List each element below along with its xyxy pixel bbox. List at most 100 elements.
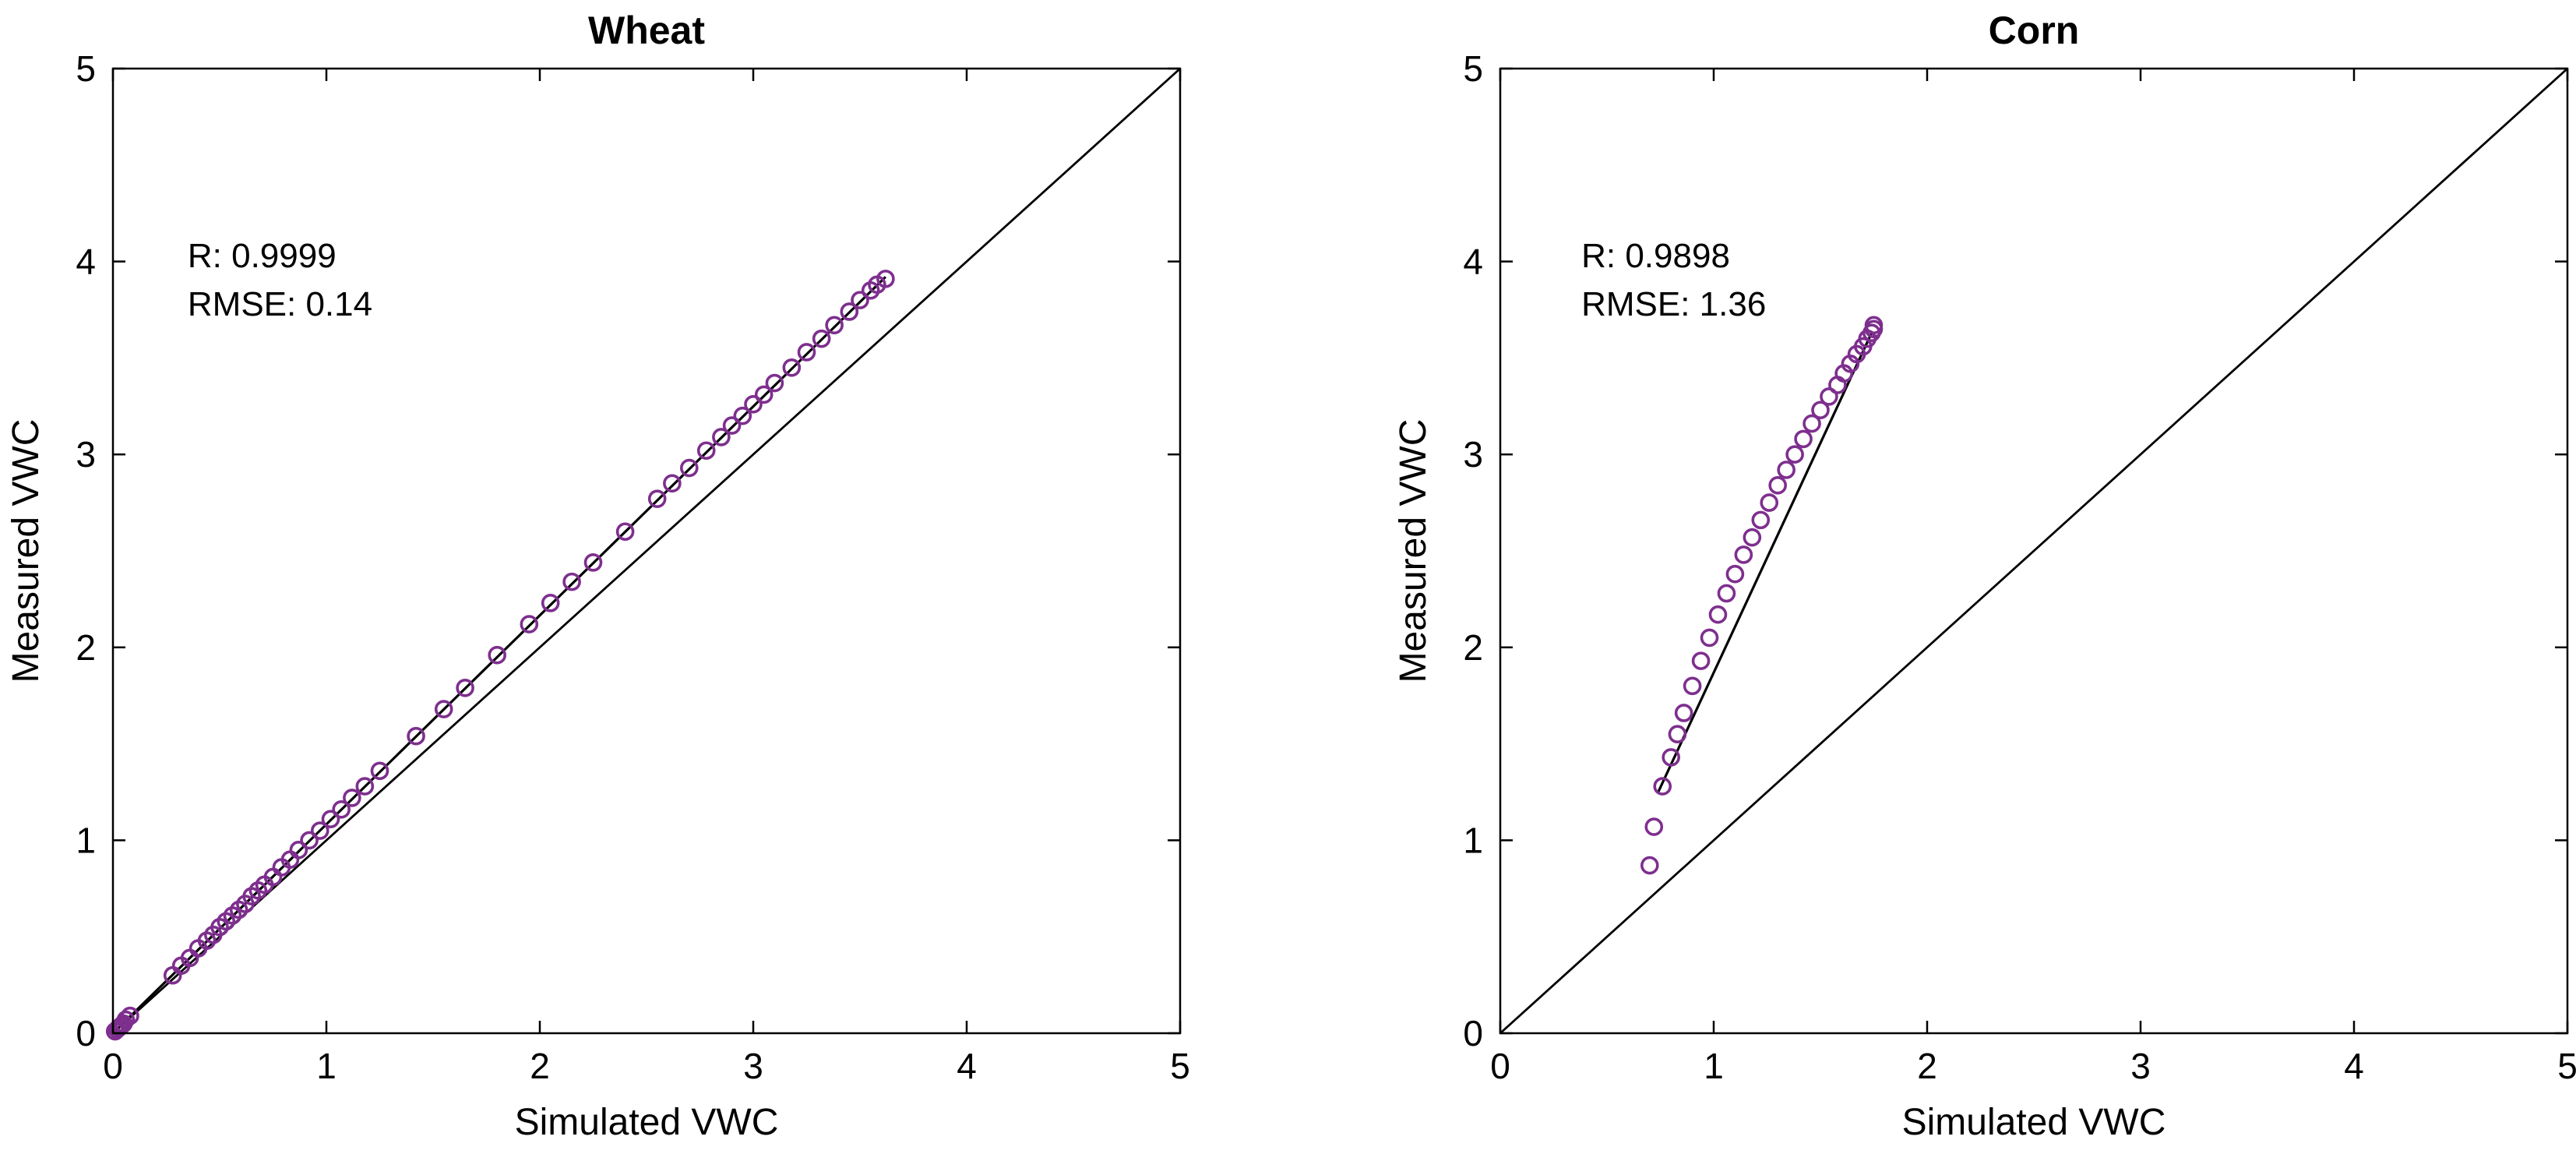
scatter-marker <box>1653 777 1672 796</box>
scatter-marker <box>765 373 784 393</box>
x-tick-label: 4 <box>2344 1046 2364 1086</box>
scatter-marker <box>754 385 774 404</box>
y-tick-label: 2 <box>76 627 96 668</box>
scatter-marker <box>1864 316 1884 335</box>
x-tick-label: 3 <box>743 1046 763 1086</box>
corn-scatter-chart: 0 1 2 3 4 5 0 1 2 3 4 5 Corn Simulated VWC Measured VW… <box>1393 9 2576 1143</box>
scatter-marker <box>1668 725 1687 744</box>
scatter-marker <box>541 594 560 612</box>
scatter-marker <box>434 700 453 718</box>
y-tick-label: 4 <box>76 242 96 282</box>
scatter-marker <box>520 615 539 633</box>
scatter-marker <box>116 1010 136 1029</box>
scatter-marker <box>663 474 682 493</box>
y-tick-label: 0 <box>1463 1013 1483 1053</box>
y-tick-label: 3 <box>76 434 96 475</box>
scatter-marker <box>1674 704 1693 722</box>
wheat-scatter-chart: 0 1 2 3 4 5 0 1 2 3 4 5 Wheat Simulated VWC Measured V… <box>5 9 1190 1143</box>
scatter-marker <box>1640 856 1659 875</box>
axis-box <box>111 67 1182 1035</box>
scatter-marker <box>1768 476 1788 495</box>
scatter-marker <box>1644 817 1664 836</box>
scatter-marker <box>562 572 581 591</box>
scatter-marker <box>812 329 831 348</box>
scatter-marker <box>712 428 731 446</box>
chart-title: Corn <box>1989 9 2080 52</box>
scatter-marker <box>1785 445 1804 464</box>
x-tick-label: 0 <box>103 1046 123 1086</box>
axis-ticks <box>1499 67 2569 1035</box>
x-tick-label: 1 <box>316 1046 337 1086</box>
identity-line <box>1499 67 2568 1035</box>
scatter-marker <box>289 840 308 859</box>
scatter-marker <box>1820 387 1838 406</box>
y-tick-label: 2 <box>1463 627 1483 668</box>
scatter-marker <box>488 645 507 665</box>
x-tick-label: 5 <box>2557 1046 2576 1086</box>
scatter-marker <box>583 553 603 572</box>
scatter-marker <box>1777 461 1795 479</box>
y-tick-label: 1 <box>76 820 96 860</box>
scatter-marker <box>1700 628 1719 648</box>
fit-line <box>111 276 886 1035</box>
rmse-annotation: RMSE: 0.14 <box>188 285 372 323</box>
scatter-marker <box>343 789 361 807</box>
x-tick-label: 3 <box>2130 1046 2151 1086</box>
x-tick-label: 2 <box>530 1046 550 1086</box>
scatter-marker <box>647 489 667 508</box>
scatter-marker <box>797 343 816 362</box>
identity-line <box>112 67 1181 1035</box>
scatter-marker <box>876 270 895 288</box>
r-value-annotation: R: 0.9898 <box>1581 237 1730 275</box>
x-tick-label: 5 <box>1170 1046 1190 1086</box>
scatter-marker <box>696 441 716 461</box>
scatter-marker <box>407 726 425 746</box>
y-tick-label: 4 <box>1463 242 1483 282</box>
fit-line <box>1657 332 1873 793</box>
y-tick-label: 5 <box>1463 48 1483 89</box>
scatter-marker <box>782 358 802 377</box>
scatter-marker <box>851 291 869 309</box>
scatter-marker <box>1662 748 1681 767</box>
r-value-annotation: R: 0.9999 <box>188 237 337 275</box>
scatter-marker <box>310 821 329 840</box>
y-tick-label: 5 <box>76 48 96 89</box>
scatter-marker <box>370 761 389 781</box>
axis-ticks <box>111 67 1182 1035</box>
scatter-marker <box>456 678 474 697</box>
scatter-marker <box>744 395 763 414</box>
scatter-marker <box>1760 493 1779 512</box>
scatter-marker <box>355 777 375 796</box>
scatter-series <box>1640 316 1884 875</box>
scatter-marker <box>1691 651 1711 670</box>
scatter-marker <box>1811 401 1830 420</box>
x-tick-label: 0 <box>1490 1046 1510 1086</box>
scatter-marker <box>1725 564 1745 584</box>
x-tick-label: 4 <box>957 1046 977 1086</box>
x-axis-label: Simulated VWC <box>515 1102 779 1143</box>
scatter-marker <box>332 799 351 819</box>
x-axis-label: Simulated VWC <box>1902 1102 2166 1143</box>
scatter-marker <box>825 316 844 335</box>
scatter-marker <box>840 302 859 321</box>
y-tick-label: 1 <box>1463 820 1483 860</box>
scatter-marker <box>1802 414 1821 433</box>
scatter-marker <box>733 406 752 425</box>
y-axis-label: Measured VWC <box>5 419 47 683</box>
scatter-marker <box>1683 676 1702 696</box>
rmse-annotation: RMSE: 1.36 <box>1581 285 1766 323</box>
scatter-marker <box>1751 510 1771 530</box>
chart-title: Wheat <box>588 9 705 52</box>
scatter-marker <box>1734 545 1753 564</box>
scatter-marker <box>1743 528 1762 547</box>
scatter-marker <box>722 416 742 435</box>
scatter-marker <box>679 458 699 478</box>
scatter-marker <box>321 810 340 828</box>
scatter-marker <box>300 831 319 850</box>
y-tick-label: 3 <box>1463 434 1483 475</box>
x-tick-label: 2 <box>1917 1046 1937 1086</box>
axis-box <box>1499 67 2569 1035</box>
scatter-marker <box>1794 429 1813 449</box>
x-tick-label: 1 <box>1704 1046 1724 1086</box>
